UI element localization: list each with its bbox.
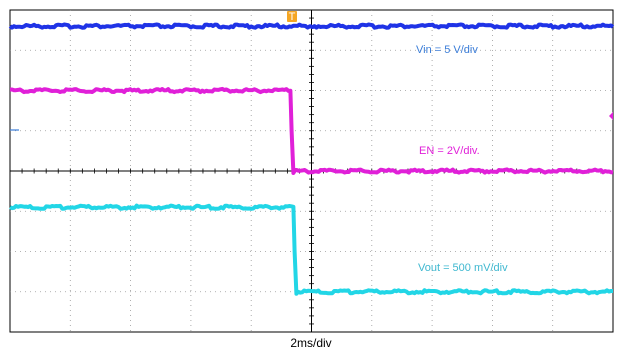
vout-label: Vout = 500 mV/div (418, 262, 508, 274)
en-label: EN = 2V/div. (419, 145, 480, 157)
markers: T (10, 11, 613, 131)
time-scale-label: 2ms/div (290, 336, 331, 350)
trigger-marker-label: T (289, 11, 296, 23)
vin-label: Vin = 5 V/div (416, 44, 478, 56)
series-labels: Vin = 5 V/div EN = 2V/div. Vout = 500 mV… (416, 44, 508, 274)
trigger-marker-box (287, 11, 297, 22)
vout-trace-group (9, 203, 613, 296)
en-trace (10, 86, 614, 175)
vout-trace (9, 203, 613, 296)
trigger-level-marker (609, 112, 613, 120)
vin-trace-group (8, 22, 615, 30)
trigger-marker: T (287, 11, 297, 23)
traces (8, 22, 615, 296)
en-trace-group (10, 86, 614, 175)
vin-trace (8, 22, 615, 30)
